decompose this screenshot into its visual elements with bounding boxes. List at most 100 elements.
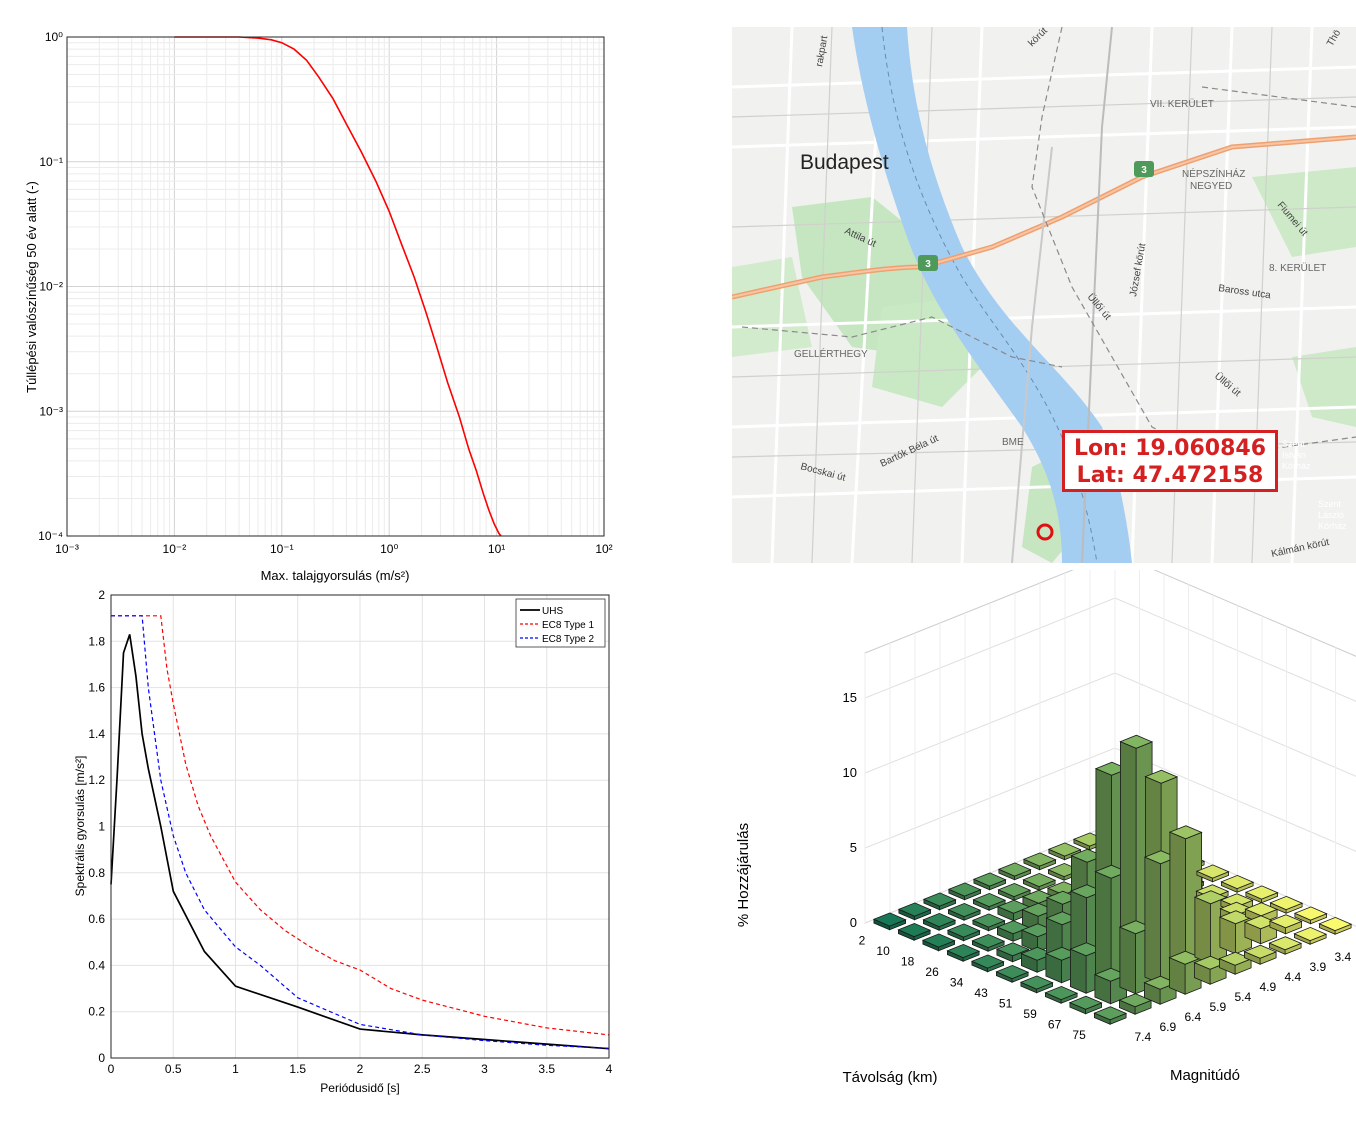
spectrum-lines [110, 615, 610, 1050]
deagg-distance-tick: 34 [950, 975, 964, 989]
deagg-bar-face [1194, 896, 1212, 965]
spectrum-xtick: 1 [232, 1062, 239, 1076]
deagg-bar-top [922, 892, 957, 907]
hazard-axes-box [66, 36, 605, 537]
spectrum-ytick: 0 [98, 1051, 105, 1065]
deagg-magnitude-tick: 3.9 [1310, 960, 1327, 974]
spectrum-ytick: 1.8 [88, 634, 105, 648]
deagg-distance-tick: 43 [974, 986, 988, 1000]
deagg-bar-top [1144, 769, 1179, 784]
spectrum-chart: 0 0.5 1 1.5 2 2.5 3 3.5 4 0 0.2 0.4 0.6 0.8 1 1.2 1.4 1.6… [73, 588, 613, 1095]
district-negyed: NEGYED [1190, 181, 1232, 192]
spectrum-xtick: 3.5 [538, 1062, 555, 1076]
deagg-bar-top [921, 933, 956, 948]
coordinate-box: Lon: 19.060846 Lat: 47.472158 [1062, 430, 1278, 492]
deagg-bar-top [1269, 895, 1304, 911]
poi-szent-istvan-1: Szent [1282, 439, 1306, 449]
spectrum-series-line [110, 634, 610, 1050]
deagg-bar-top [1168, 825, 1203, 840]
spectrum-axes-box [110, 594, 610, 1059]
deagg-bar-top [1047, 842, 1082, 857]
district-vii: VII. KERÜLET [1150, 98, 1214, 110]
deagg-distance-tick: 26 [925, 965, 939, 979]
city-label: Budapest [800, 151, 889, 174]
district-nepszinhaz: NÉPSZÍNHÁZ [1182, 167, 1245, 180]
deagg-bar-top [947, 882, 982, 897]
deagg-bar-top [971, 933, 1006, 949]
deagg-bar-top [1293, 906, 1328, 921]
deagg-bars [872, 734, 1353, 1025]
deagg-magnitude-tick: 6.9 [1160, 1020, 1177, 1034]
deagg-magnitude-tick: 3.4 [1335, 950, 1352, 964]
hazard-xtick: 10⁻¹ [270, 542, 294, 556]
deagg-bar-top [995, 964, 1030, 980]
deagg-bar-top [946, 943, 981, 959]
deagg-bar-top [1195, 864, 1230, 879]
deagg-magnitude-tick: 5.4 [1235, 990, 1252, 1004]
deagg-ztick: 5 [850, 840, 857, 855]
deagg-bar-top [946, 923, 981, 938]
deagg-bar-top [1044, 985, 1079, 1001]
deagg-bar-top [1244, 902, 1279, 917]
location-map: 3 3 Budapest VII. KERÜLET NÉPSZÍNHÁZ NEG… [732, 27, 1356, 563]
deagg-bar-top [897, 922, 932, 938]
poi-szent-istvan-3: Kórház [1282, 461, 1311, 471]
street-rakpart: rakpart [814, 35, 830, 68]
deagg-magnitude-tick: 4.4 [1285, 970, 1302, 984]
spectrum-ticks: 0 0.5 1 1.5 2 2.5 3 3.5 4 0 0.2 0.4 0.6 0.8 1 1.2 1.4 1.6… [88, 588, 612, 1076]
spectrum-series-line [111, 615, 610, 1036]
spectrum-ytick: 1 [98, 820, 105, 834]
spectrum-ylabel: Spektrális gyorsulás [m/s²] [73, 756, 87, 897]
deagg-bar-face [1094, 870, 1112, 984]
deagg-magnitude-tick: 4.9 [1260, 980, 1277, 994]
spectrum-xtick: 0.5 [165, 1062, 182, 1076]
spectrum-legend-label: EC8 Type 1 [542, 620, 595, 631]
deagg-bar-face [1144, 856, 1162, 985]
spectrum-xtick: 3 [481, 1062, 488, 1076]
hazard-xtick: 10⁰ [380, 542, 398, 556]
spectrum-xtick: 4 [606, 1062, 613, 1076]
poi-szent-laszlo-1: Szent [1318, 499, 1342, 509]
spectrum-legend: UHS EC8 Type 1 EC8 Type 2 [515, 598, 606, 648]
deagg-bar-top [970, 954, 1005, 969]
deagg-bar-top [872, 912, 907, 927]
spectrum-ytick: 1.2 [88, 773, 105, 787]
deagg-bar-top [1293, 926, 1328, 942]
hazard-xlabel: Max. talajgyorsulás (m/s²) [261, 568, 410, 583]
hazard-xtick: 10² [595, 542, 612, 556]
district-gellerthegy: GELLÉRTHEGY [794, 347, 868, 360]
deaggregation-3d-chart: 0 5 10 15 2 10 18 26 34 43 51 59 67 75 7.4 6.9 6.4 5.9 5.4… [735, 570, 1356, 1086]
deagg-bar-top [1219, 893, 1254, 908]
hazard-ytick: 10⁰ [45, 30, 63, 44]
deagg-bar-top [1068, 995, 1103, 1010]
deagg-zlabel: % Hozzájárulás [735, 823, 752, 927]
hazard-xtick: 10⁻² [163, 542, 187, 556]
deagg-distance-tick: 18 [901, 954, 915, 968]
hazard-ylabel: Túllépési valószínűség 50 év alatt (-) [24, 181, 39, 393]
deagg-bar-top [1218, 910, 1253, 925]
deagg-bar-top [995, 942, 1030, 957]
deagg-bar-top [1218, 951, 1253, 966]
spectrum-xtick: 2 [357, 1062, 364, 1076]
deagg-distance-tick: 51 [999, 996, 1013, 1010]
deagg-magnitude-tick: 5.9 [1210, 1000, 1227, 1014]
deagg-bar-top [1244, 885, 1279, 900]
spectrum-ytick: 1.4 [88, 727, 105, 741]
deagg-bar-top [1220, 874, 1255, 890]
deagg-bar-top [971, 913, 1006, 928]
poi-szent-laszlo-3: Kórház [1318, 521, 1347, 531]
hazard-xtick: 10⁻³ [55, 542, 79, 556]
spectrum-ytick: 2 [98, 588, 105, 602]
hazard-ytick: 10⁻² [39, 280, 63, 294]
spectrum-ytick: 0.4 [88, 958, 105, 972]
road-shield-2: 3 [1141, 165, 1147, 176]
spectrum-ytick: 1.6 [88, 681, 105, 695]
deagg-bar-top [972, 872, 1007, 887]
deagg-bar-top [1268, 914, 1303, 929]
deagg-bar-top [1243, 944, 1278, 959]
deagg-bar-top [1268, 936, 1303, 951]
hazard-ytick: 10⁻⁴ [38, 529, 63, 543]
spectrum-xtick: 1.5 [289, 1062, 306, 1076]
hazard-xtick: 10¹ [488, 542, 505, 556]
